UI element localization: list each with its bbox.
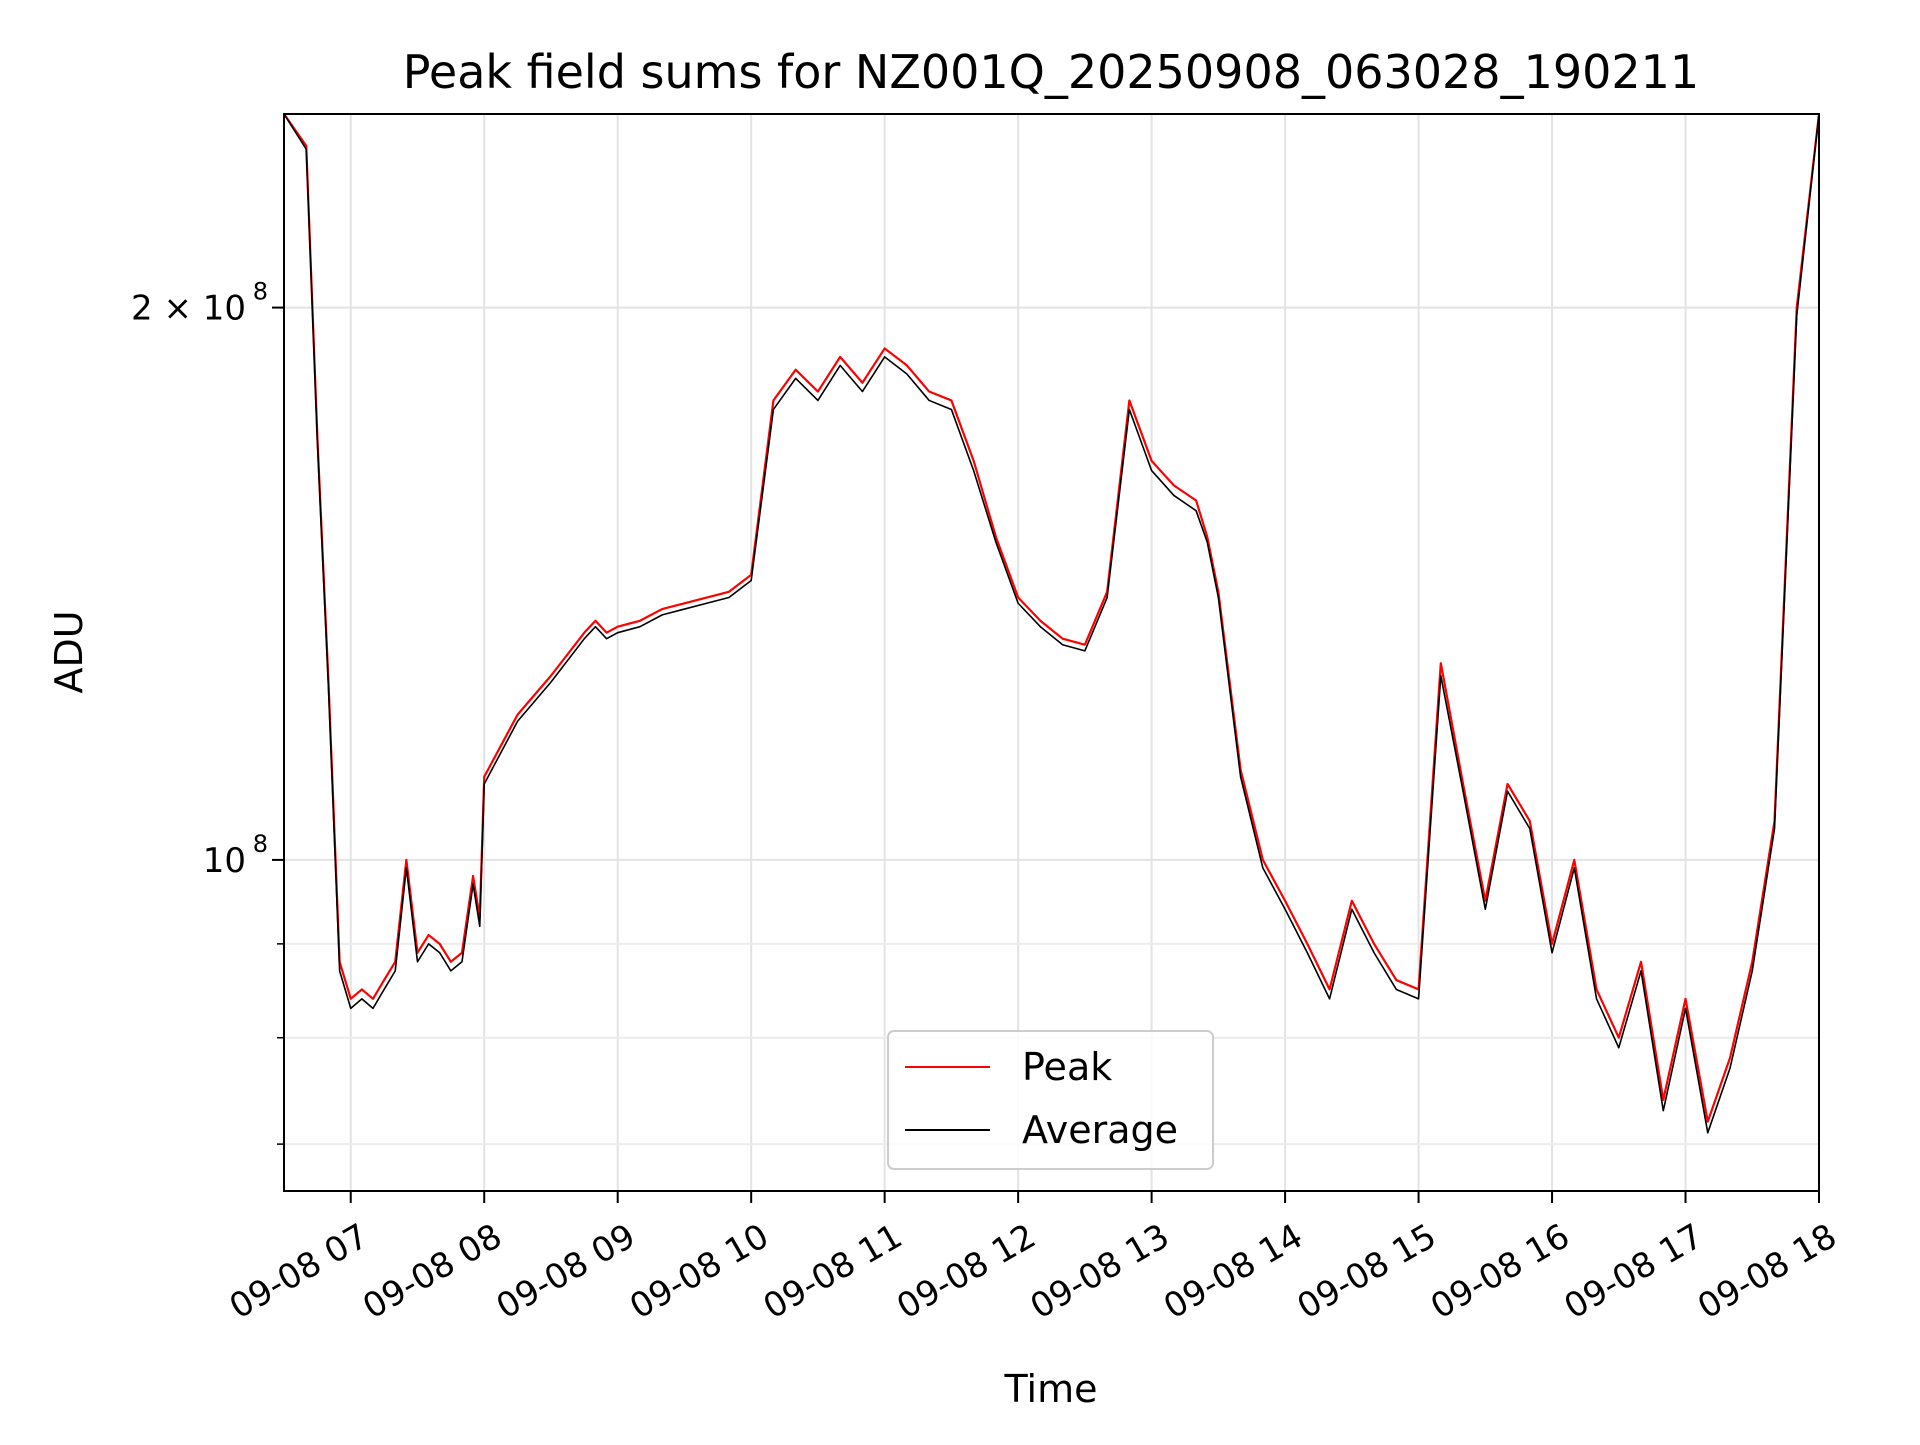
y-tick-exponent: 8 (253, 278, 268, 306)
series-line-average (284, 114, 1819, 1134)
y-axis-label: ADU (47, 610, 91, 693)
plot-frame (283, 113, 1820, 1192)
legend-box (887, 1030, 1214, 1170)
x-axis-label: Time (1004, 1367, 1098, 1411)
y-axis-ticks: 2 × 10 810 8 (131, 278, 284, 1145)
y-tick-label: 10 (203, 841, 246, 881)
chart-title: Peak field sums for NZ001Q_20250908_0630… (403, 45, 1699, 99)
series-lines (284, 114, 1819, 1134)
y-tick-exponent: 8 (253, 830, 268, 858)
y-tick-label: 2 × 10 (131, 289, 246, 329)
legend-label-average: Average (1022, 1108, 1178, 1152)
series-line-peak (284, 114, 1819, 1123)
legend-label-peak: Peak (1022, 1045, 1112, 1089)
legend: Peak Average (887, 1030, 1214, 1170)
